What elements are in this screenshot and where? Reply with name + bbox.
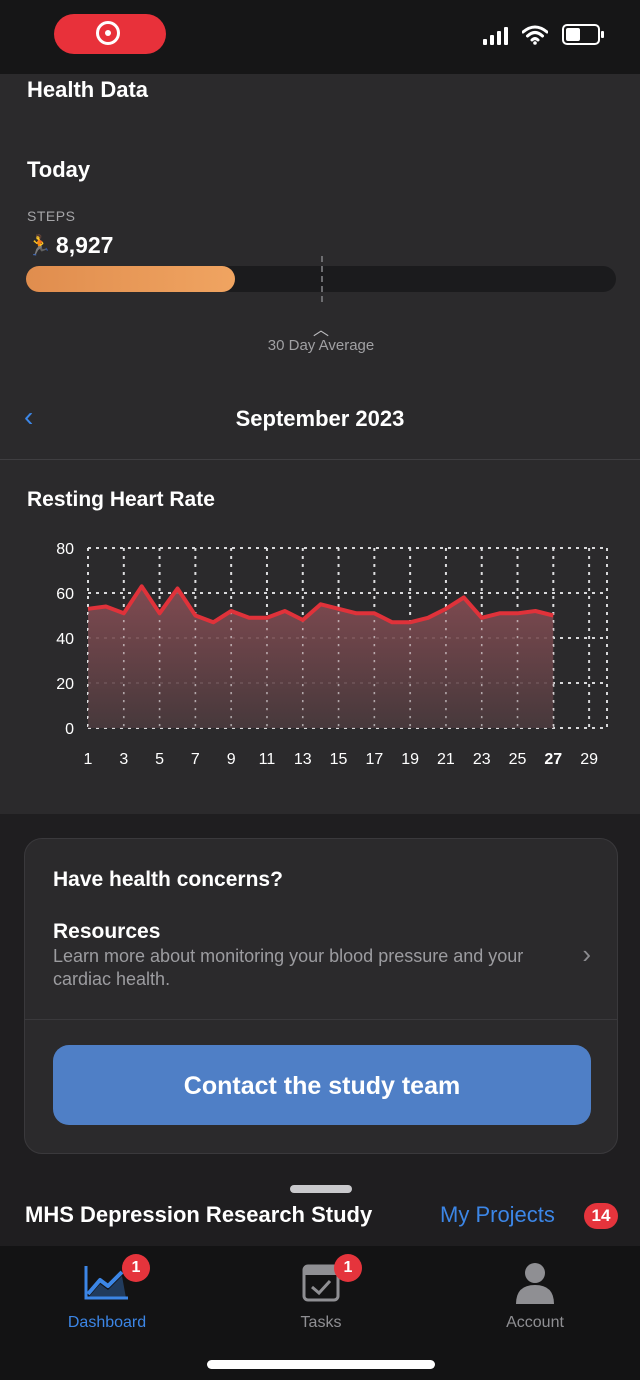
month-selector: ‹ September 2023 (0, 396, 640, 456)
tab-dashboard[interactable]: 1 Dashboard (22, 1254, 192, 1334)
steps-count: 8,927 (56, 232, 114, 259)
chevron-right-icon: › (582, 939, 591, 970)
page-title: Health Data (27, 77, 148, 103)
x-tick-label: 13 (294, 751, 312, 768)
x-tick-label: 25 (509, 751, 527, 768)
y-tick-label: 80 (56, 541, 74, 558)
x-tick-label: 19 (401, 751, 419, 768)
x-tick-label: 27 (544, 751, 562, 768)
sheet-grabber[interactable] (290, 1185, 352, 1193)
tab-label: Tasks (236, 1314, 406, 1332)
status-bar (0, 0, 640, 74)
y-tick-label: 60 (56, 586, 74, 603)
x-tick-label: 11 (259, 751, 276, 768)
x-tick-label: 15 (330, 751, 348, 768)
wifi-icon (522, 25, 548, 45)
person-icon (510, 1260, 560, 1304)
y-tick-label: 0 (65, 721, 74, 738)
tab-label: Account (450, 1314, 620, 1332)
divider (0, 459, 640, 460)
record-icon (96, 21, 120, 45)
contact-study-team-button[interactable]: Contact the study team (53, 1045, 591, 1125)
runner-icon: 🏃 (27, 233, 52, 258)
month-label: September 2023 (0, 406, 640, 432)
card-title: Have health concerns? (53, 868, 283, 892)
my-projects-link[interactable]: My Projects (440, 1202, 555, 1228)
screen-recording-indicator[interactable] (54, 14, 166, 54)
health-concerns-card: Have health concerns? Resources Learn mo… (24, 838, 618, 1154)
card-divider (25, 1019, 617, 1020)
x-tick-label: 1 (84, 751, 93, 768)
tasks-badge: 1 (334, 1254, 362, 1282)
tab-label: Dashboard (22, 1314, 192, 1332)
y-tick-label: 40 (56, 631, 74, 648)
dashboard-badge: 1 (122, 1254, 150, 1282)
x-tick-label: 29 (580, 751, 598, 768)
battery-icon (562, 24, 600, 45)
home-indicator[interactable] (207, 1360, 435, 1369)
tab-tasks[interactable]: 1 Tasks (236, 1254, 406, 1334)
x-tick-label: 21 (437, 751, 455, 768)
x-tick-label: 3 (119, 751, 128, 768)
steps-value-row: 🏃 8,927 (27, 232, 113, 259)
x-tick-label: 9 (227, 751, 236, 768)
steps-progress-fill (26, 266, 235, 292)
resources-description: Learn more about monitoring your blood p… (53, 945, 563, 991)
average-marker-line (321, 256, 323, 302)
resting-heart-rate-chart: Resting Heart Rate 0 20 40 60 80 1 3 5 7 9 11 13 15 1… (0, 462, 640, 814)
x-tick-label: 17 (365, 751, 383, 768)
today-heading: Today (27, 157, 90, 183)
average-label: 30 Day Average (220, 337, 422, 354)
study-name: MHS Depression Research Study (25, 1202, 372, 1228)
x-tick-label: 7 (191, 751, 200, 768)
y-tick-label: 20 (56, 676, 74, 693)
steps-label: STEPS (27, 208, 75, 224)
resources-title: Resources (53, 920, 160, 944)
x-tick-label: 23 (473, 751, 491, 768)
tab-account[interactable]: Account (450, 1254, 620, 1334)
projects-count-badge: 14 (584, 1203, 618, 1229)
cellular-signal-icon (483, 25, 508, 45)
x-tick-label: 5 (155, 751, 164, 768)
